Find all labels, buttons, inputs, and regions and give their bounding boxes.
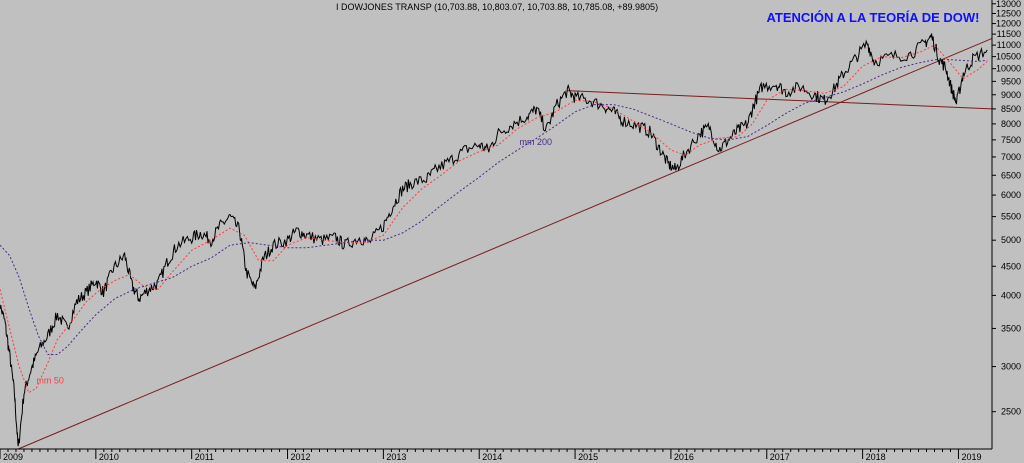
y-tick-label: 7000 xyxy=(1001,152,1021,162)
y-tick-label: 9500 xyxy=(1001,76,1021,86)
y-tick-label: 4000 xyxy=(1001,290,1021,300)
y-tick-label: 9000 xyxy=(1001,90,1021,100)
y-tick-label: 11500 xyxy=(997,29,1021,39)
x-axis-ticks: 2009 2010 2011 2012 2013 2014 2015 2016 2017 2018… xyxy=(0,449,981,462)
annotation-1: mm 50 xyxy=(36,376,64,386)
y-tick-label: 13000 xyxy=(996,0,1021,9)
x-tick-label: 2016 xyxy=(674,452,694,462)
y-tick-label: 2500 xyxy=(1001,407,1021,417)
x-tick-label: 2018 xyxy=(866,452,886,462)
y-tick-label: 8500 xyxy=(1001,104,1021,114)
chart-headline: ATENCIÓN A LA TEORÍA DE DOW! xyxy=(766,10,979,25)
mm-200-line xyxy=(0,58,988,355)
y-tick-label: 8000 xyxy=(1001,119,1021,129)
y-tick-label: 3500 xyxy=(1001,323,1021,333)
y-tick-label: 5500 xyxy=(1001,212,1021,222)
y-tick-label: 12000 xyxy=(996,19,1021,29)
plot-background xyxy=(0,0,992,449)
x-tick-label: 2017 xyxy=(770,452,790,462)
annotation-2: mm 200 xyxy=(519,137,552,147)
y-tick-label: 11000 xyxy=(997,40,1021,50)
x-tick-label: 2019 xyxy=(961,452,981,462)
y-axis-ticks: 2500 3000 3500 4000 4500 5000 5500 6000 6500 7000… xyxy=(992,0,1021,417)
y-tick-label: 5000 xyxy=(1001,235,1021,245)
chart-header: I DOWJONES TRANSP (10,703.88, 10,803.07,… xyxy=(336,2,658,12)
x-tick-label: 2012 xyxy=(291,452,311,462)
x-tick-label: 2013 xyxy=(386,452,406,462)
trendlines xyxy=(18,37,993,450)
y-tick-label: 6500 xyxy=(1001,170,1021,180)
annotations: mm 50 mm 200 xyxy=(36,137,552,386)
y-tick-label: 10500 xyxy=(996,52,1021,62)
x-tick-label: 2014 xyxy=(482,452,502,462)
y-tick-label: 7500 xyxy=(1001,135,1021,145)
x-tick-label: 2015 xyxy=(578,452,598,462)
y-tick-label: 4500 xyxy=(1001,261,1021,271)
x-tick-label: 2009 xyxy=(3,452,23,462)
y-tick-label: 6000 xyxy=(1001,190,1021,200)
y-tick-label: 10000 xyxy=(996,64,1021,74)
y-tick-label: 3000 xyxy=(1001,362,1021,372)
x-tick-label: 2010 xyxy=(99,452,119,462)
series-lines xyxy=(0,33,988,447)
trendline-2 xyxy=(567,90,993,110)
mm-50-line xyxy=(0,44,988,394)
trendline-1 xyxy=(18,37,993,450)
y-tick-label: 12500 xyxy=(996,8,1021,18)
x-tick-label: 2011 xyxy=(195,452,214,462)
